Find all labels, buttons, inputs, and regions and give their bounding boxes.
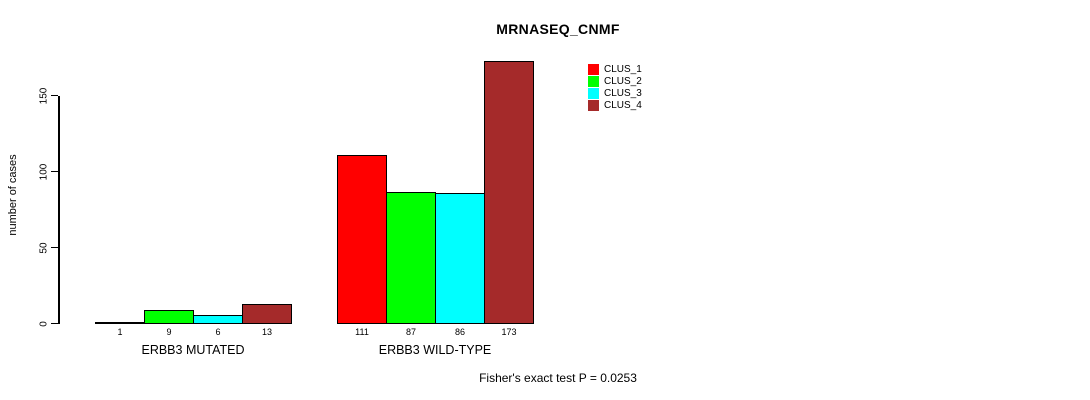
annotation-text: Fisher's exact test P = 0.0253: [479, 371, 637, 385]
y-tick: [51, 170, 58, 173]
bar-clus_2-mutated: [144, 310, 194, 324]
bar-value-label: 87: [405, 327, 416, 337]
y-tick: [51, 246, 58, 249]
category-label: ERBB3 MUTATED: [141, 343, 245, 357]
y-tick: [51, 322, 58, 325]
bar-clus_3-wildtype: [435, 193, 485, 324]
legend-label: CLUS_2: [604, 76, 642, 87]
y-axis-title: number of cases: [7, 154, 19, 236]
bar-clus_2-wildtype: [386, 191, 436, 324]
bar-clus_3-mutated: [193, 314, 243, 324]
bar-clus_4-wildtype: [484, 61, 534, 324]
legend-swatch-clus_3: [588, 88, 599, 99]
y-tick-label: 100: [38, 163, 50, 180]
y-tick-label: 150: [38, 87, 50, 104]
chart-title: MRNASEQ_CNMF: [496, 21, 620, 37]
y-tick: [51, 94, 58, 97]
y-tick-label: 50: [38, 241, 50, 254]
category-label: ERBB3 WILD-TYPE: [378, 343, 492, 357]
legend-swatch-clus_1: [588, 64, 599, 75]
legend-swatch-clus_4: [588, 100, 599, 111]
legend-swatch-clus_2: [588, 76, 599, 87]
legend-label: CLUS_4: [604, 100, 642, 111]
bar-value-label: 173: [501, 327, 517, 337]
bar-clus_1-wildtype: [337, 155, 387, 324]
bar-value-label: 111: [355, 327, 369, 337]
bar-clus_1-mutated: [95, 322, 145, 324]
bar-value-label: 13: [261, 327, 272, 337]
legend-label: CLUS_1: [604, 64, 642, 75]
legend-label: CLUS_3: [604, 88, 642, 99]
bar-value-label: 6: [215, 327, 221, 337]
bar-clus_4-mutated: [242, 304, 292, 324]
bar-value-label: 86: [454, 327, 465, 337]
y-tick-label: 0: [38, 320, 50, 327]
bar-value-label: 1: [117, 327, 123, 337]
bar-value-label: 9: [166, 327, 172, 337]
y-axis-line: [58, 95, 60, 324]
